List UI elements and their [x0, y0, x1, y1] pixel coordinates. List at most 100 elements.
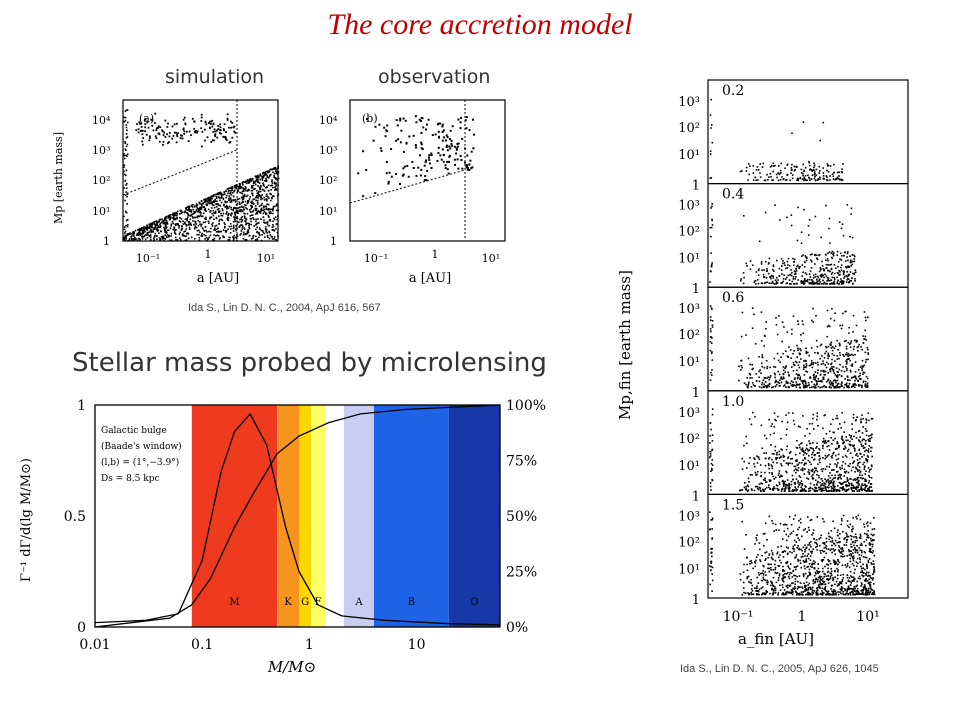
- scatter-point: [128, 239, 131, 242]
- scatter-point: [859, 470, 862, 473]
- scatter-point: [136, 232, 139, 235]
- scatter-point: [125, 109, 128, 111]
- scatter-point: [199, 203, 201, 205]
- scatter-point: [830, 382, 833, 385]
- scatter-point: [797, 323, 800, 325]
- scatter-point: [764, 464, 767, 467]
- scatter-point: [174, 236, 177, 239]
- scatter-point: [749, 268, 752, 270]
- scatter-point: [818, 486, 820, 489]
- scatter-point: [827, 171, 830, 173]
- scatter-point: [762, 490, 765, 492]
- scatter-point: [467, 167, 469, 169]
- scatter-point: [856, 455, 859, 457]
- scatter-point: [855, 592, 857, 595]
- scatter-point: [200, 212, 202, 214]
- scatter-point: [789, 551, 791, 553]
- scatter-point: [792, 283, 795, 285]
- scatter-point: [815, 447, 817, 449]
- scatter-point: [767, 384, 769, 387]
- scatter-point: [780, 269, 783, 271]
- scatter-point: [202, 202, 204, 204]
- scatter-point: [215, 206, 218, 208]
- panel-a-ytick: 10¹: [92, 205, 110, 218]
- scatter-point: [741, 457, 743, 460]
- scatter-point: [745, 262, 748, 265]
- scatter-point: [797, 593, 800, 595]
- scatter-point: [274, 166, 277, 169]
- scatter-point: [813, 173, 816, 176]
- scatter-point: [265, 193, 268, 196]
- scatter-point: [816, 452, 819, 454]
- scatter-point: [791, 366, 793, 368]
- scatter-point: [757, 582, 760, 584]
- scatter-point: [830, 256, 833, 259]
- scatter-point: [269, 210, 272, 213]
- scatter-point: [196, 216, 199, 219]
- scatter-point: [711, 337, 713, 339]
- scatter-point: [123, 166, 125, 168]
- spectral-band: [448, 405, 500, 627]
- scatter-point: [849, 369, 852, 372]
- scatter-point: [844, 462, 847, 465]
- scatter-point: [446, 168, 449, 171]
- scatter-point: [755, 474, 757, 476]
- scatter-point: [711, 469, 713, 471]
- scatter-point: [469, 159, 472, 162]
- scatter-point: [779, 219, 781, 221]
- scatter-point: [794, 587, 797, 590]
- scatter-point: [209, 216, 212, 219]
- scatter-point: [839, 178, 841, 181]
- scatter-point: [774, 164, 776, 167]
- scatter-point: [781, 321, 784, 323]
- scatter-point: [136, 234, 138, 236]
- scatter-point: [835, 381, 837, 384]
- scatter-point: [709, 482, 712, 484]
- scatter-point: [782, 373, 785, 375]
- scatter-point: [801, 549, 803, 552]
- scatter-point: [832, 592, 835, 594]
- scatter-point: [176, 216, 178, 219]
- scatter-point: [796, 447, 799, 449]
- scatter-point: [749, 363, 751, 366]
- scatter-point: [193, 206, 196, 208]
- scatter-point: [156, 235, 158, 237]
- scatter-point: [849, 354, 852, 356]
- scatter-point: [192, 220, 194, 222]
- scatter-point: [426, 169, 429, 172]
- y-tick: 1: [77, 398, 86, 414]
- scatter-point: [798, 444, 801, 446]
- scatter-point: [201, 227, 204, 229]
- scatter-point: [234, 131, 237, 134]
- scatter-point: [188, 210, 191, 212]
- scatter-point: [815, 487, 818, 489]
- scatter-point: [821, 386, 823, 389]
- scatter-point: [814, 489, 817, 492]
- scatter-point: [465, 116, 468, 119]
- scatter-point: [797, 383, 800, 386]
- scatter-point: [821, 579, 823, 581]
- scatter-point: [245, 189, 247, 192]
- scatter-point: [201, 145, 203, 148]
- scatter-point: [271, 226, 274, 228]
- scatter-point: [845, 582, 848, 584]
- scatter-point: [844, 365, 847, 368]
- scatter-point: [827, 353, 830, 356]
- scatter-point: [840, 547, 842, 550]
- scatter-point: [867, 593, 869, 596]
- scatter-point: [805, 351, 808, 353]
- scatter-point: [846, 534, 848, 536]
- scatter-point: [816, 474, 818, 476]
- scatter-point: [254, 238, 257, 241]
- scatter-point: [218, 222, 220, 225]
- scatter-point: [187, 212, 189, 215]
- scatter-point: [170, 232, 173, 235]
- scatter-point: [243, 190, 245, 192]
- scatter-point: [746, 386, 749, 388]
- scatter-point: [196, 131, 198, 134]
- scatter-point: [830, 567, 832, 570]
- scatter-point: [257, 181, 260, 183]
- scatter-point: [785, 380, 788, 383]
- scatter-point: [819, 178, 821, 180]
- scatter-point: [851, 525, 854, 528]
